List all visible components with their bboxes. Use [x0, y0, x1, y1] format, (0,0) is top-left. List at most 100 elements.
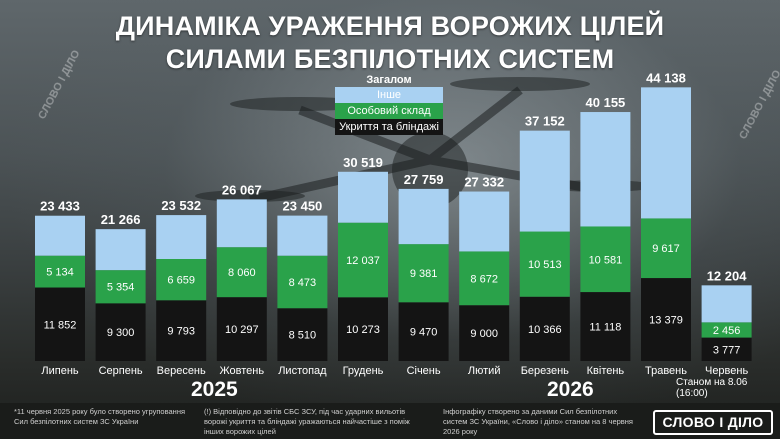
- bar-other-5: [338, 171, 388, 223]
- bar-personnel-8: [519, 231, 570, 297]
- legend-title: Загалом: [366, 74, 412, 86]
- bar-personnel-1: [95, 270, 146, 304]
- total-label-10: 44 138: [646, 70, 686, 85]
- bar-personnel-10: [641, 218, 691, 279]
- category-label-4: Листопад: [278, 365, 327, 377]
- bar-shelters-3: [216, 297, 267, 361]
- total-label-9: 40 155: [586, 95, 626, 110]
- value-label-shelters-6: 9 470: [410, 327, 438, 339]
- value-label-shelters-2: 9 793: [167, 326, 195, 338]
- bar-shelters-8: [519, 296, 570, 361]
- value-label-personnel-5: 12 037: [346, 255, 380, 267]
- bar-other-6: [398, 188, 449, 245]
- bar-personnel-2: [156, 258, 207, 301]
- value-label-personnel-2: 6 659: [167, 275, 195, 287]
- bar-other-7: [459, 191, 510, 252]
- value-label-shelters-0: 11 852: [44, 319, 77, 331]
- category-label-5: Грудень: [343, 365, 384, 377]
- bar-shelters-7: [459, 305, 510, 361]
- footer-bar: [0, 403, 780, 439]
- category-label-10: Травень: [645, 365, 687, 377]
- value-label-personnel-6: 9 381: [410, 268, 438, 280]
- bar-shelters-0: [35, 287, 85, 361]
- total-label-6: 27 759: [404, 172, 444, 187]
- total-label-0: 23 433: [40, 199, 80, 214]
- footnote-2: (!) Відповідно до звітів СБС ЗСУ, під ча…: [204, 407, 410, 436]
- legend-item-shelters: Укриття та бліндажі: [335, 119, 443, 135]
- chart-title-line1: ДИНАМІКА УРАЖЕННЯ ВОРОЖИХ ЦІЛЕЙ: [115, 11, 665, 41]
- value-label-personnel-8: 10 513: [528, 259, 562, 271]
- value-label-personnel-10: 9 617: [652, 243, 680, 255]
- value-label-shelters-9: 11 118: [589, 322, 621, 334]
- footnote-1: *11 червня 2025 року було створено угруп…: [14, 407, 186, 426]
- as-of-note: Станом на 8.06 (16:00): [676, 377, 748, 399]
- bar-other-2: [156, 215, 207, 259]
- brand-logo[interactable]: СЛОВО І ДІЛО: [653, 410, 773, 435]
- bar-shelters-5: [338, 297, 388, 361]
- bar-personnel-4: [277, 255, 328, 309]
- total-label-8: 37 152: [525, 114, 565, 129]
- legend-item-other: Інше: [335, 87, 443, 103]
- value-label-personnel-4: 8 473: [289, 277, 317, 289]
- value-label-personnel-1: 5 354: [107, 282, 135, 294]
- bar-shelters-4: [277, 308, 328, 361]
- year-label-2025: 2025: [191, 378, 238, 401]
- total-label-2: 23 532: [161, 198, 201, 213]
- total-label-1: 21 266: [101, 212, 141, 227]
- category-label-1: Серпень: [99, 365, 143, 377]
- category-label-7: Лютий: [468, 365, 501, 377]
- bar-shelters-10: [641, 278, 691, 361]
- value-label-personnel-0: 5 134: [46, 267, 74, 279]
- bar-other-11: [701, 285, 752, 323]
- bar-personnel-6: [398, 244, 449, 303]
- bar-personnel-0: [35, 255, 85, 288]
- bar-shelters-9: [580, 292, 631, 361]
- legend-item-personnel: Особовий склад: [335, 103, 443, 119]
- bar-personnel-11: [701, 322, 752, 338]
- footnote-3: Інфографіку створено за даними Сил безпі…: [443, 407, 633, 436]
- legend: Загалом Інше Особовий склад Укриття та б…: [335, 73, 443, 135]
- value-label-shelters-5: 10 273: [346, 324, 380, 336]
- value-label-shelters-7: 9 000: [470, 328, 498, 340]
- bar-other-1: [95, 229, 146, 271]
- value-label-personnel-9: 10 581: [589, 254, 623, 266]
- category-label-9: Квітень: [587, 365, 625, 377]
- bar-shelters-6: [398, 302, 449, 361]
- category-label-6: Січень: [407, 365, 441, 377]
- value-label-shelters-1: 9 300: [107, 327, 135, 339]
- value-label-personnel-7: 8 672: [470, 273, 498, 285]
- value-label-shelters-8: 10 366: [528, 324, 562, 336]
- value-label-shelters-11: 3 777: [713, 344, 741, 356]
- bar-other-3: [216, 199, 267, 248]
- chart-title-line2: СИЛАМИ БЕЗПІЛОТНИХ СИСТЕМ: [165, 44, 615, 74]
- bar-personnel-3: [216, 247, 267, 298]
- value-label-personnel-11: 2 456: [713, 325, 741, 337]
- bar-personnel-5: [338, 222, 388, 298]
- total-label-5: 30 519: [343, 155, 383, 170]
- total-label-11: 12 204: [707, 268, 748, 283]
- value-label-shelters-10: 13 379: [649, 315, 683, 327]
- stacked-bar-chart: 11 852 5 134 23 433 Липень 9 300 5 354 21 266 С…: [35, 70, 752, 377]
- bar-personnel-7: [459, 251, 510, 306]
- value-label-shelters-4: 8 510: [289, 330, 317, 342]
- value-label-shelters-3: 10 297: [225, 324, 259, 336]
- total-label-7: 27 332: [464, 175, 504, 190]
- category-label-8: Березень: [521, 365, 569, 377]
- bar-shelters-11: [701, 337, 752, 361]
- category-label-0: Липень: [41, 365, 79, 377]
- bar-other-9: [580, 112, 631, 227]
- value-label-personnel-3: 8 060: [228, 267, 256, 279]
- total-label-4: 23 450: [283, 199, 323, 214]
- category-label-2: Вересень: [157, 365, 206, 377]
- year-label-2026: 2026: [547, 378, 594, 401]
- bar-shelters-1: [95, 303, 146, 361]
- category-label-3: Жовтень: [220, 365, 265, 377]
- bar-other-0: [35, 215, 85, 256]
- bar-shelters-2: [156, 300, 207, 361]
- bar-other-8: [519, 130, 570, 232]
- bar-other-10: [641, 87, 691, 219]
- bar-personnel-9: [580, 226, 631, 293]
- total-label-3: 26 067: [222, 182, 262, 197]
- category-label-11: Червень: [705, 365, 748, 377]
